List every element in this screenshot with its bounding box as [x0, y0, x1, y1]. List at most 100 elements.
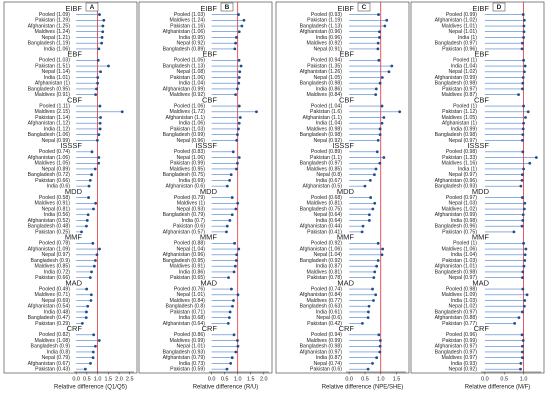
- dot: [88, 276, 92, 280]
- row-label: Pooled (1.11): [39, 103, 70, 109]
- row-label: India (0.93): [451, 361, 478, 367]
- dot: [87, 196, 90, 199]
- row-label: Nepal (1.05): [313, 75, 342, 81]
- row-label: Pakistan (1.29): [35, 18, 70, 24]
- row-label: Afghanistan (0.99): [435, 75, 478, 81]
- x-tick-label: 0.5: [83, 376, 91, 382]
- dot: [95, 138, 99, 142]
- dot: [368, 179, 372, 182]
- row-label: Bangladesh (1.13): [300, 23, 343, 29]
- dot: [528, 161, 532, 165]
- row-label: Pakistan (1.03): [442, 258, 477, 264]
- dot: [234, 93, 238, 97]
- row-label: Pooled (0.92): [311, 241, 342, 247]
- dot: [236, 293, 240, 297]
- x-axis-label: Relative difference (R/U): [193, 385, 259, 391]
- row-label: Nepal (0.93): [176, 206, 205, 212]
- row-label: Pooled (1.09): [39, 12, 70, 18]
- dot: [94, 259, 97, 262]
- dot: [242, 18, 246, 22]
- group-header: MMF: [200, 233, 217, 242]
- row-label: India (0.86): [179, 269, 206, 275]
- dot: [361, 321, 364, 325]
- row-label: Nepal (1.14): [41, 69, 70, 75]
- row-label: Maldives (1.08): [35, 338, 71, 344]
- row-label: India (0.61): [316, 309, 343, 315]
- group-header: MDD: [65, 187, 83, 196]
- x-tick-label: 1.0: [377, 376, 385, 382]
- dot: [373, 201, 377, 205]
- row-label: Maldives (0.84): [170, 298, 206, 304]
- group-header: MAD: [65, 278, 82, 287]
- row-label: Maldives (1.06): [442, 246, 478, 252]
- dot: [91, 350, 95, 354]
- row-label: Pooled (0.82): [39, 332, 70, 338]
- dot: [225, 184, 229, 188]
- row-label: Maldives (0.92): [307, 41, 343, 47]
- row-label: Nepal (0.6): [316, 315, 342, 321]
- row-label: Maldives (0.84): [307, 92, 343, 98]
- row-label: Bangladesh (0.89): [163, 46, 206, 52]
- row-label: Pakistan (1.6): [310, 109, 342, 115]
- row-label: India (1.04): [316, 121, 343, 127]
- dot: [235, 138, 239, 142]
- dot: [367, 213, 371, 217]
- dot: [385, 18, 389, 22]
- dot: [375, 264, 379, 268]
- row-label: Maldives (0.81): [307, 269, 343, 275]
- dot: [237, 58, 241, 62]
- row-label: Pakistan (0.71): [170, 309, 205, 315]
- dot: [522, 58, 525, 62]
- dot: [237, 30, 241, 34]
- dot: [521, 339, 525, 342]
- dot: [520, 333, 524, 337]
- row-label: India (1): [458, 166, 477, 172]
- group-header: MMF: [472, 233, 489, 242]
- dot: [90, 173, 93, 177]
- dot: [521, 276, 524, 280]
- dot: [360, 230, 364, 234]
- row-label: Bangladesh (0.47): [28, 315, 71, 321]
- dot: [93, 167, 97, 171]
- row-label: Maldives (1.05): [35, 161, 71, 167]
- dot: [521, 127, 525, 131]
- row-label: Maldives (0.99): [170, 338, 206, 344]
- group-header: MMF: [337, 233, 354, 242]
- row-label: Pakistan (0.42): [307, 321, 342, 327]
- row-label: Pooled (0.74): [311, 286, 342, 292]
- dot: [519, 184, 523, 188]
- x-tick-label: 0.0: [345, 376, 353, 382]
- x-tick-label: 0.0: [72, 376, 80, 382]
- row-label: India (1.04): [179, 81, 206, 87]
- group-header: EBF: [67, 50, 82, 59]
- row-label: India (0.95): [179, 35, 206, 41]
- row-label: Afghanistan (0.67): [28, 361, 71, 367]
- row-label: Pakistan (0.77): [442, 321, 477, 327]
- dot: [230, 287, 233, 291]
- dot: [236, 133, 239, 137]
- row-label: Nepal (0.81): [41, 206, 70, 212]
- row-label: Afghanistan (0.97): [300, 349, 343, 355]
- dot: [380, 253, 384, 257]
- row-label: Afghanistan (1.1): [165, 115, 205, 121]
- dot: [521, 287, 525, 291]
- dot: [231, 150, 235, 154]
- row-label: Afghanistan (0.57): [163, 229, 206, 235]
- dot: [92, 333, 96, 337]
- dot: [376, 241, 380, 245]
- row-label: Pakistan (0.99): [170, 161, 205, 167]
- dot: [521, 76, 525, 79]
- dot: [233, 241, 236, 245]
- dot: [92, 207, 95, 211]
- x-tick-label: 1.5: [247, 376, 255, 382]
- dot: [520, 224, 524, 228]
- dot: [378, 127, 382, 131]
- row-label: Pakistan (0.97): [442, 86, 477, 92]
- dot: [520, 47, 524, 51]
- row-label: Maldives (1.16): [442, 161, 478, 167]
- dot: [230, 213, 234, 217]
- dot: [380, 121, 384, 125]
- row-label: Nepal (0.92): [448, 367, 477, 373]
- row-label: Nepal (0.91): [313, 46, 342, 52]
- row-label: Nepal (0.92): [176, 41, 205, 47]
